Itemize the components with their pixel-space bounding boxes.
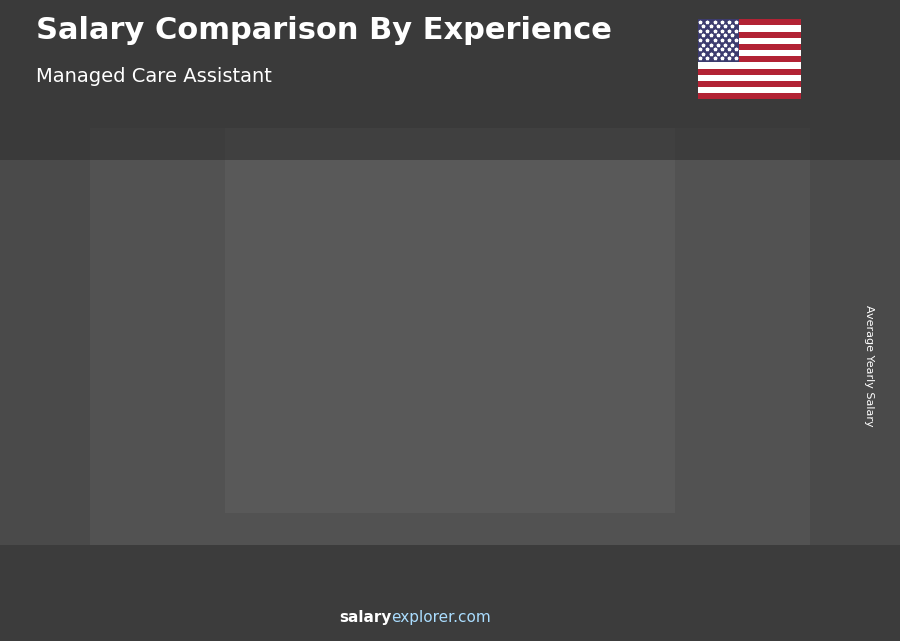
Polygon shape — [770, 201, 792, 564]
Text: 2 to 5: 2 to 5 — [208, 586, 260, 601]
Bar — [698, 44, 801, 50]
Text: 49,700 USD: 49,700 USD — [314, 331, 393, 344]
Text: explorer.com: explorer.com — [392, 610, 491, 625]
Bar — [698, 56, 801, 62]
Bar — [0, 545, 900, 641]
Bar — [698, 50, 801, 56]
Text: +31%: +31% — [259, 253, 322, 271]
Polygon shape — [514, 250, 536, 564]
Polygon shape — [64, 417, 154, 435]
Bar — [698, 93, 801, 99]
Text: 10 to 15: 10 to 15 — [453, 586, 526, 601]
Text: < 2 Years: < 2 Years — [64, 586, 149, 601]
Text: Average Yearly Salary: Average Yearly Salary — [863, 304, 874, 426]
Text: +6%: +6% — [521, 188, 571, 207]
Text: 61,100 USD: 61,100 USD — [442, 275, 521, 288]
Polygon shape — [320, 305, 409, 323]
Bar — [225, 128, 675, 513]
Polygon shape — [64, 435, 130, 564]
Polygon shape — [642, 231, 664, 564]
Bar — [698, 19, 801, 26]
Polygon shape — [575, 249, 583, 564]
Text: +23%: +23% — [387, 199, 450, 219]
Bar — [698, 31, 801, 38]
Text: +10%: +10% — [643, 153, 706, 172]
Text: 37,800 USD: 37,800 USD — [186, 388, 266, 401]
Text: 65,000 USD: 65,000 USD — [578, 256, 656, 269]
Polygon shape — [258, 363, 281, 564]
Bar — [698, 69, 801, 75]
Polygon shape — [447, 250, 536, 268]
Polygon shape — [320, 323, 328, 564]
Polygon shape — [192, 363, 281, 381]
Polygon shape — [575, 231, 664, 249]
Polygon shape — [703, 201, 792, 219]
Text: 20+ Years: 20+ Years — [700, 586, 790, 601]
Polygon shape — [703, 219, 711, 564]
Bar — [698, 19, 739, 62]
Polygon shape — [575, 249, 642, 564]
Polygon shape — [703, 219, 770, 564]
Polygon shape — [386, 305, 409, 564]
Text: Managed Care Assistant: Managed Care Assistant — [36, 67, 272, 87]
Text: 15 to 20: 15 to 20 — [580, 586, 654, 601]
Text: 5 to 10: 5 to 10 — [330, 586, 393, 601]
Bar — [698, 75, 801, 81]
Bar — [698, 38, 801, 44]
Text: 26,700 USD: 26,700 USD — [58, 442, 138, 455]
Polygon shape — [192, 381, 258, 564]
Bar — [698, 81, 801, 87]
Polygon shape — [320, 323, 386, 564]
Bar — [698, 26, 801, 31]
Text: +42%: +42% — [131, 315, 194, 334]
Polygon shape — [192, 381, 200, 564]
Bar — [698, 62, 801, 69]
Bar — [698, 87, 801, 93]
Text: salary: salary — [339, 610, 392, 625]
Bar — [0, 0, 900, 160]
Polygon shape — [447, 268, 455, 564]
Text: Salary Comparison By Experience: Salary Comparison By Experience — [36, 16, 612, 45]
Polygon shape — [447, 268, 514, 564]
Text: 71,200 USD: 71,200 USD — [797, 226, 876, 239]
Bar — [90, 128, 810, 545]
Polygon shape — [64, 435, 72, 564]
Polygon shape — [130, 417, 154, 564]
